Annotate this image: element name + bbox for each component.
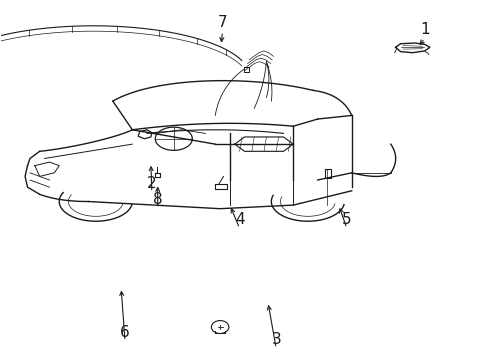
Text: 3: 3 <box>271 332 281 347</box>
Text: 4: 4 <box>234 212 244 227</box>
Text: 1: 1 <box>419 22 429 37</box>
Text: 5: 5 <box>342 212 351 227</box>
Text: 8: 8 <box>153 192 162 207</box>
Text: 2: 2 <box>147 176 156 191</box>
Text: 7: 7 <box>217 15 227 30</box>
Text: 6: 6 <box>120 325 130 340</box>
